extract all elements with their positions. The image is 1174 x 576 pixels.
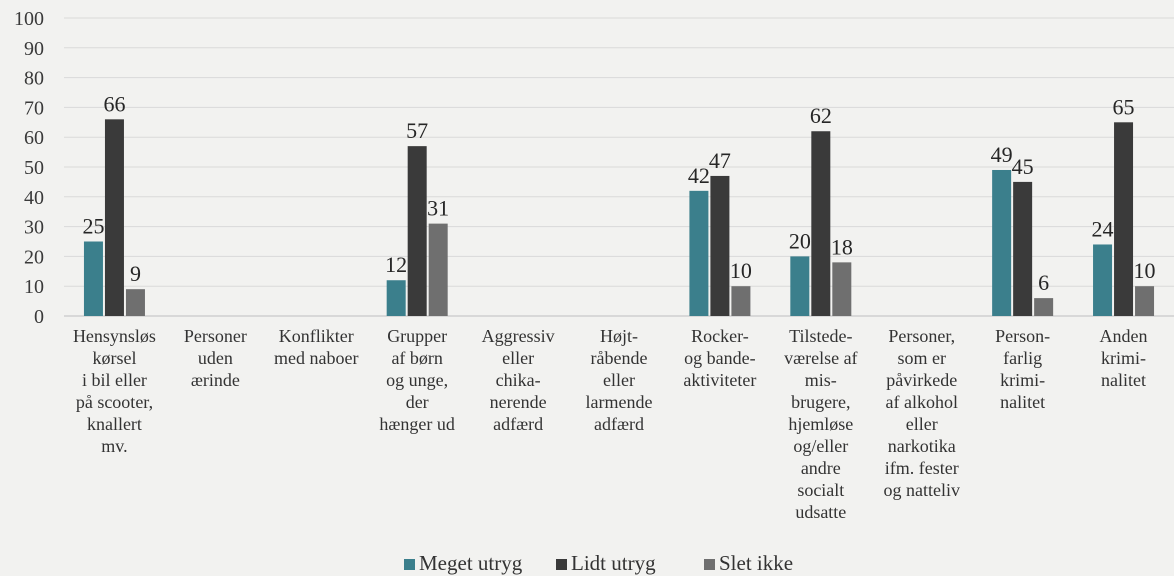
bar-meget-utryg xyxy=(992,169,1012,316)
x-category-label: Personer, som er påvirkede af alkohol eller n… xyxy=(883,326,959,500)
bar-meget-utryg xyxy=(689,190,709,316)
data-label: 25 xyxy=(82,214,104,239)
x-category-label: Person-farlig krimi-nalitet xyxy=(995,326,1050,412)
data-label: 9 xyxy=(130,261,141,286)
x-category-label: Tilstede-værelse af mis-brugere, hjemløse o… xyxy=(784,326,857,522)
x-category-label: Anden krimi-nalitet xyxy=(1100,326,1148,390)
x-category-label: Højt-råbende eller larmende adfærd xyxy=(586,326,653,434)
bar-slet-ikke xyxy=(428,223,448,316)
y-tick-label: 100 xyxy=(14,8,44,30)
x-category-label: Konflikter med naboer xyxy=(274,326,358,368)
bar-meget-utryg xyxy=(1093,244,1113,316)
x-category-label: Aggressiv eller chika-nerende adfærd xyxy=(482,326,555,434)
data-label: 10 xyxy=(1134,258,1156,283)
bar-slet-ikke xyxy=(1135,286,1155,316)
bar-meget-utryg xyxy=(790,256,810,316)
data-label: 31 xyxy=(427,196,449,221)
bar-slet-ikke xyxy=(832,262,852,316)
legend-label: Slet ikke xyxy=(719,551,793,575)
x-category-label: Hensynsløs kørsel i bil eller på scooter, kn… xyxy=(73,326,156,456)
bar-slet-ikke xyxy=(731,286,751,316)
data-label: 10 xyxy=(730,258,752,283)
legend-swatch xyxy=(556,559,567,570)
y-tick-label: 70 xyxy=(24,97,44,119)
data-label: 47 xyxy=(709,148,731,173)
bar-lidt-utryg xyxy=(710,175,730,316)
data-label: 57 xyxy=(406,118,428,143)
data-label: 66 xyxy=(103,91,125,116)
bar-lidt-utryg xyxy=(811,131,831,316)
data-label: 6 xyxy=(1038,270,1049,295)
data-label: 18 xyxy=(831,234,853,259)
bar-lidt-utryg xyxy=(104,119,124,316)
y-tick-label: 60 xyxy=(24,127,44,149)
bar-meget-utryg xyxy=(83,241,103,316)
data-label: 49 xyxy=(991,142,1013,167)
bar-lidt-utryg xyxy=(1114,122,1134,316)
y-tick-label: 40 xyxy=(24,187,44,209)
data-label: 24 xyxy=(1092,216,1114,241)
legend-label: Lidt utryg xyxy=(571,551,656,575)
x-category-label: Rocker-og bande-aktiviteter xyxy=(683,326,756,390)
x-category-label: Grupper af børn og unge, der hænger ud xyxy=(379,326,455,434)
bar-lidt-utryg xyxy=(1013,181,1033,316)
bar-slet-ikke xyxy=(125,289,145,316)
data-label: 62 xyxy=(810,103,832,128)
y-tick-label: 90 xyxy=(24,38,44,60)
y-tick-label: 50 xyxy=(24,157,44,179)
y-tick-label: 20 xyxy=(24,246,44,268)
y-tick-label: 0 xyxy=(34,306,44,328)
legend-swatch xyxy=(404,559,415,570)
data-label: 20 xyxy=(789,228,811,253)
bar-lidt-utryg xyxy=(407,146,427,316)
legend-label: Meget utryg xyxy=(419,551,523,575)
bar-slet-ikke xyxy=(1034,298,1054,316)
legend-swatch xyxy=(704,559,715,570)
data-label: 42 xyxy=(688,163,710,188)
data-label: 45 xyxy=(1012,154,1034,179)
y-tick-label: 10 xyxy=(24,276,44,298)
y-tick-label: 80 xyxy=(24,68,44,90)
bar-meget-utryg xyxy=(386,280,406,316)
x-category-label: Personer uden ærinde xyxy=(184,326,247,390)
data-label: 65 xyxy=(1113,94,1135,119)
data-label: 12 xyxy=(385,252,407,277)
y-tick-label: 30 xyxy=(24,217,44,239)
